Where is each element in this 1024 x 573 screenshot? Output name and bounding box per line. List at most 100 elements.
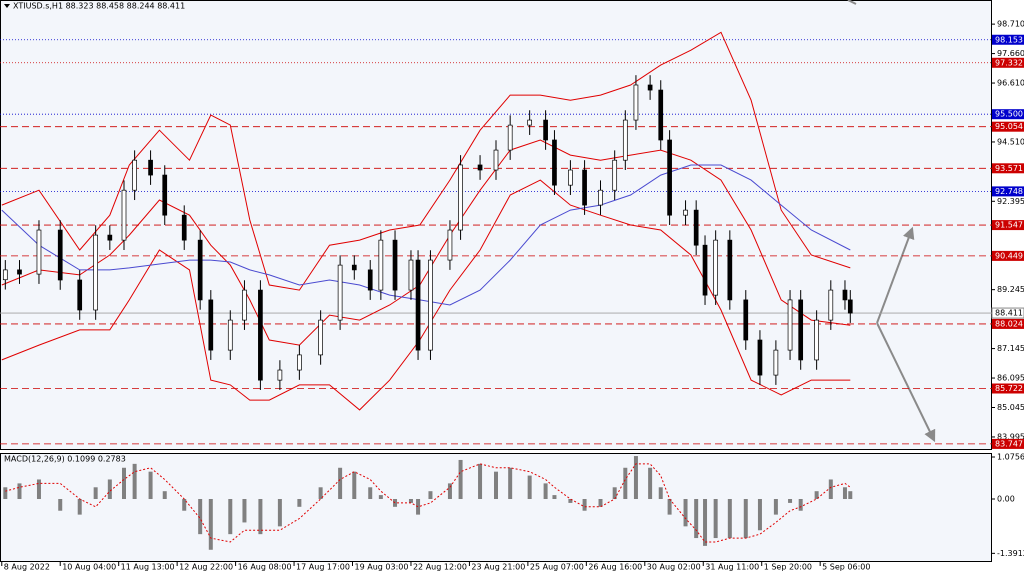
macd-bar: [788, 499, 793, 503]
candle-body: [227, 319, 233, 351]
macd-bar: [743, 499, 748, 539]
macd-bar: [258, 499, 263, 535]
macd-bar: [77, 499, 82, 515]
candle-body: [367, 269, 373, 291]
candle-body: [527, 119, 533, 126]
macd-bar: [228, 499, 233, 535]
candle-body: [2, 269, 8, 281]
chart-title: XTIUSD.s,H1 88.323 88.458 88.244 88.411: [13, 2, 185, 11]
x-tick-label: 23 Aug 21:00: [471, 563, 525, 572]
last-price-box: [991, 307, 1024, 319]
x-tick-label: 26 Aug 16:00: [588, 563, 642, 572]
macd-bar: [318, 487, 323, 500]
candle-body: [458, 164, 463, 231]
macd-bar: [667, 499, 672, 515]
indicator-line: [1, 164, 851, 306]
macd-bar: [297, 499, 302, 507]
candle-body: [162, 174, 168, 216]
level-label: 98.153: [995, 35, 1023, 44]
level-label-box: [992, 220, 1024, 231]
x-tick-label: 25 Aug 07:00: [530, 563, 584, 572]
forecast-arrow: [876, 322, 936, 443]
candle-body: [93, 234, 99, 311]
x-tick-label: 10 Aug 04:00: [62, 563, 116, 572]
macd-bar: [107, 479, 112, 500]
candle-body: [582, 169, 587, 206]
level-label-box: [992, 57, 1024, 68]
candle-body: [277, 369, 283, 381]
candle-body: [798, 299, 804, 361]
macd-bar: [338, 467, 343, 500]
level-label: 97.332: [995, 58, 1023, 67]
level-label: 93.571: [995, 164, 1023, 173]
candle-body: [337, 264, 343, 321]
x-tick-label: 16 Aug 08:00: [238, 563, 292, 572]
macd-bar: [543, 483, 548, 500]
x-tick-label: 11 Aug 13:00: [121, 563, 175, 572]
candle-body: [658, 89, 664, 141]
level-label-box: [992, 383, 1024, 394]
y-tick-label: 85.045: [997, 403, 1024, 412]
level-label: 83.747: [995, 439, 1023, 448]
macd-bar: [713, 499, 718, 539]
candle-body: [622, 119, 628, 161]
candle-body: [121, 189, 127, 241]
indicator-line: [1, 179, 851, 411]
candle-body: [598, 189, 603, 206]
x-tick-label: 31 Aug 11:00: [705, 563, 759, 572]
x-tick-label: 22 Aug 12:00: [413, 563, 467, 572]
y-tick-label: 83.995: [997, 432, 1024, 441]
level-label-box: [992, 163, 1024, 174]
candle-body: [242, 289, 247, 321]
y-tick-label: -1.3912: [997, 549, 1024, 558]
level-label: 88.024: [995, 319, 1023, 328]
candle-body: [148, 159, 153, 176]
y-tick-label: 87.145: [997, 344, 1024, 353]
candle-body: [181, 214, 187, 241]
macd-bar: [458, 459, 463, 500]
macd-bar: [408, 499, 413, 503]
level-label-box: [992, 318, 1024, 329]
y-tick-label: 98.710: [997, 20, 1024, 29]
macd-bar: [757, 499, 762, 531]
macd-bar: [17, 483, 22, 500]
macd-bar: [633, 456, 638, 500]
candle-body: [36, 229, 42, 275]
macd-bar: [277, 499, 282, 527]
last-price-label: 88.411: [995, 309, 1023, 318]
x-tick-label: 19 Aug 03:00: [355, 563, 409, 572]
macd-bar: [658, 487, 663, 500]
level-label: 91.547: [995, 221, 1023, 230]
candle-body: [647, 84, 653, 91]
candle-body: [17, 269, 22, 275]
level-label-box: [992, 186, 1024, 197]
candle-body: [612, 159, 618, 191]
candle-body: [351, 264, 357, 271]
macd-bar: [416, 499, 421, 515]
macd-bar: [494, 471, 498, 500]
forecast-arrow: [876, 226, 915, 324]
macd-bar: [612, 487, 617, 500]
candle-body: [132, 159, 137, 191]
y-tick-label: 89.245: [997, 285, 1024, 294]
indicator-line: [1, 139, 851, 346]
level-label: 95.500: [995, 110, 1023, 119]
candle-body: [787, 299, 793, 351]
macd-bar: [798, 499, 803, 511]
y-tick-label: 0.00: [997, 495, 1015, 504]
macd-bar: [378, 495, 383, 500]
macd-title: MACD(12,26,9) 0.1099 0.2783: [4, 455, 126, 464]
candle-body: [507, 124, 513, 151]
candle-body: [568, 169, 573, 186]
indicator-line: [1, 31, 851, 291]
macd-bar: [727, 499, 732, 539]
candle-body: [633, 84, 639, 121]
candle-body: [107, 234, 113, 241]
x-tick-label: 12 Aug 22:00: [179, 563, 233, 572]
candle-body: [683, 209, 688, 216]
candle-body: [743, 299, 749, 341]
candle-body: [297, 354, 302, 371]
candle-body: [773, 349, 779, 376]
macd-bar: [508, 467, 513, 500]
